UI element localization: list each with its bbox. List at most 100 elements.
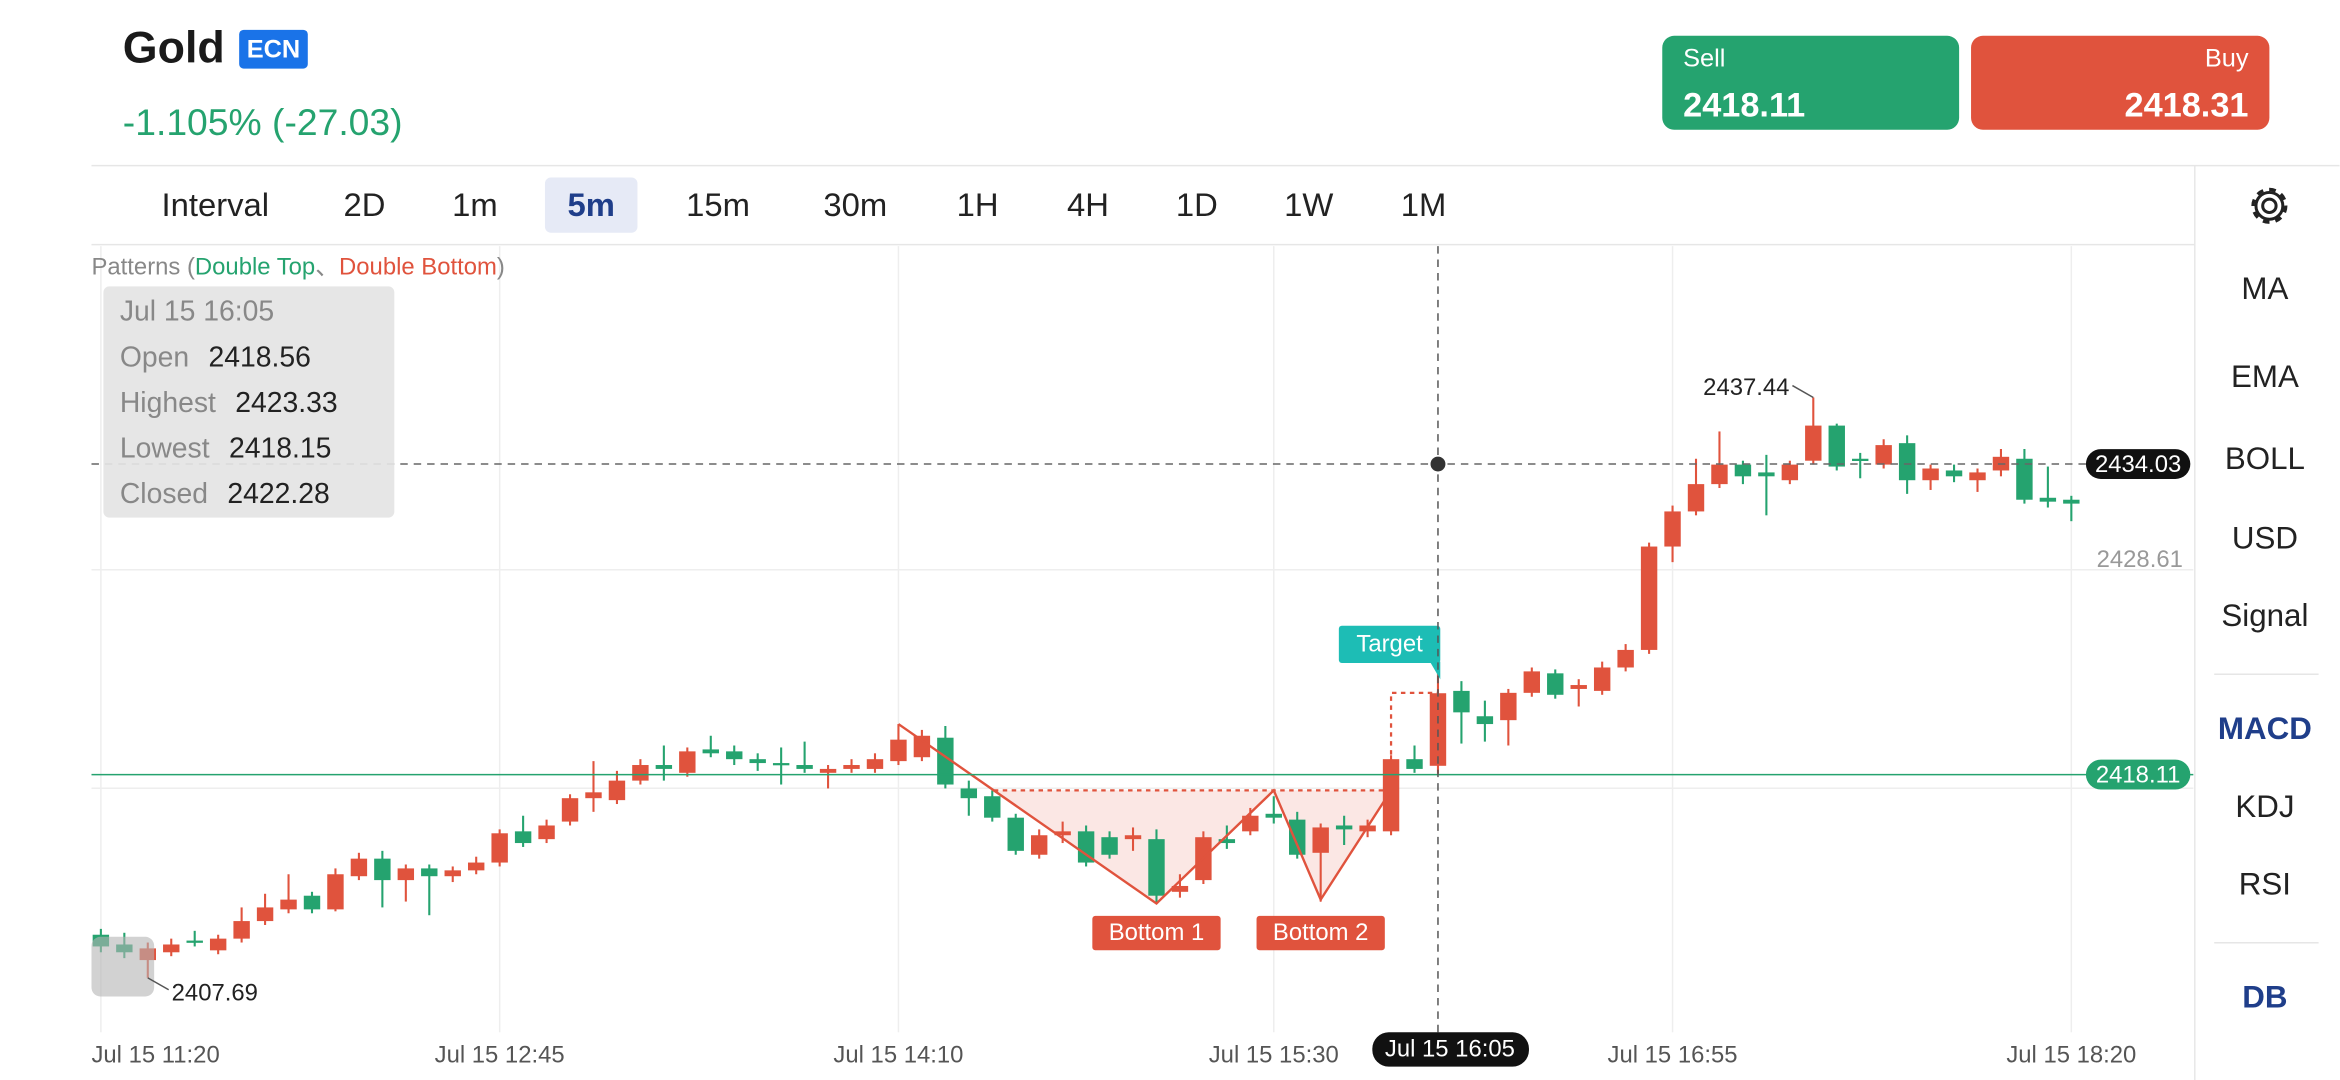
candle-body [1007,817,1024,851]
tooltip-value: 2422.28 [227,478,329,510]
chart-overlay: Bottom 1 Bottom 2 Target 2418.11 2437.44 2407… [91,246,2194,1067]
candle-body [2063,499,2080,504]
target-line [1389,691,1438,791]
indicator[interactable]: MACD [2218,711,2312,746]
candle-body [726,751,743,760]
sell-button[interactable] [1662,35,1960,130]
indicator[interactable]: DB [2242,980,2287,1015]
max-pointer [1792,384,1814,399]
interval-tab[interactable]: 1W [1284,186,1333,223]
candle-body [1828,425,1845,467]
candle-body [1687,484,1705,512]
buy-price: 2418.31 [2125,86,2249,124]
candle-body [937,737,954,785]
candle-body [1523,671,1541,693]
candle-body [1640,546,1658,650]
tooltip-row: Lowest 2418.15 [120,433,332,465]
badge: ECN [247,35,301,63]
interval-tab[interactable]: 1m [452,186,498,223]
interval-tab[interactable]: 1M [1401,186,1447,223]
interval-tab[interactable]: Interval [162,186,270,223]
candle-body [772,763,790,766]
candle-body [2016,458,2033,500]
sell-label: Sell [1683,44,1725,72]
tooltip-row: Highest 2423.33 [120,387,338,419]
candle-body [303,895,321,910]
candle-body [1054,831,1071,836]
candle-body [866,759,884,769]
candle-body [1030,835,1048,855]
crosshair-time: Jul 15 16:05 [1385,1035,1515,1062]
candle-body [421,868,438,877]
target-label-bg [1338,625,1441,664]
indicator[interactable]: BOLL [2225,441,2305,476]
candle-body [1852,458,1869,461]
last-price-bg [2085,759,2191,790]
candle-body [1406,759,1423,769]
interval-tab[interactable]: 30m [823,186,887,223]
indicator[interactable]: RSI [2239,866,2291,901]
x-tick-label: Jul 15 12:45 [435,1041,565,1068]
buy-label: Buy [2205,44,2249,72]
x-tick-label: Jul 15 15:30 [1209,1041,1339,1068]
last-price-label: 2418.11 [2096,761,2180,788]
patterns-legend: Patterns (Double Top、Double Bottom) [91,254,504,281]
candle-body [632,765,649,781]
candle-body [1218,839,1236,844]
legend-text: Open [120,342,189,374]
candle-body [280,899,297,910]
x-tick-label: Jul 15 14:10 [833,1041,963,1068]
crosshair-price-bg [2085,449,2191,479]
candle-body [1500,692,1517,721]
candle-body [1077,831,1095,863]
indicator[interactable]: USD [2232,520,2298,555]
interval-tab[interactable]: 15m [686,186,750,223]
candle-body [1453,690,1470,713]
indicator[interactable]: EMA [2231,359,2299,394]
candle-body [1570,685,1587,689]
tooltip-value: 2418.15 [229,433,331,465]
candle-body [1335,825,1353,830]
interval-tab[interactable]: 2D [344,186,386,223]
indicator[interactable]: KDJ [2235,789,2294,824]
candle-body [1101,837,1118,855]
interval-tab[interactable]: 1H [957,186,999,223]
interval-tabs: Interval 2D 1m 5m 15m 30m 1H 4H 1D 1W 1M [162,177,1447,233]
indicator[interactable]: MA [2241,271,2288,306]
pattern-fill [993,790,1392,904]
candle-body [538,825,555,840]
candle-body [233,921,250,939]
settings-icon[interactable] [2251,187,2288,224]
buy-button[interactable] [1971,35,2270,130]
indicator[interactable]: Signal [2221,598,2308,633]
interval-tab[interactable]: 5m [568,186,615,223]
candle-body [256,907,274,922]
candle-body [1382,759,1400,832]
candle-body [1875,445,1892,465]
tooltip-row: Closed 2422.28 [120,478,330,510]
candle-body [1265,813,1282,818]
candle-body [702,749,719,754]
candle-body [655,765,673,769]
candle-body [796,765,813,769]
candle-body [608,780,626,801]
pattern-label-bg [1256,915,1385,951]
y-tick-label: 2428.61 [2097,546,2183,573]
change: -1.105% (-27.03) [123,101,403,143]
legend-text: Patterns ( [91,254,194,281]
candle-body [1617,649,1634,668]
interval-tab[interactable]: 1D [1176,186,1218,223]
reset-icon[interactable] [91,936,155,997]
symbol: Gold [123,23,225,73]
interval-tab[interactable]: 4H [1067,186,1109,223]
tooltip-value: 2418.56 [209,342,311,374]
candle-body [163,944,180,953]
candle-body [1945,470,1963,477]
target-label: Target [1356,630,1423,657]
candle-body [1898,443,1916,481]
legend-text: Highest [120,387,216,419]
candle-body [679,751,696,773]
